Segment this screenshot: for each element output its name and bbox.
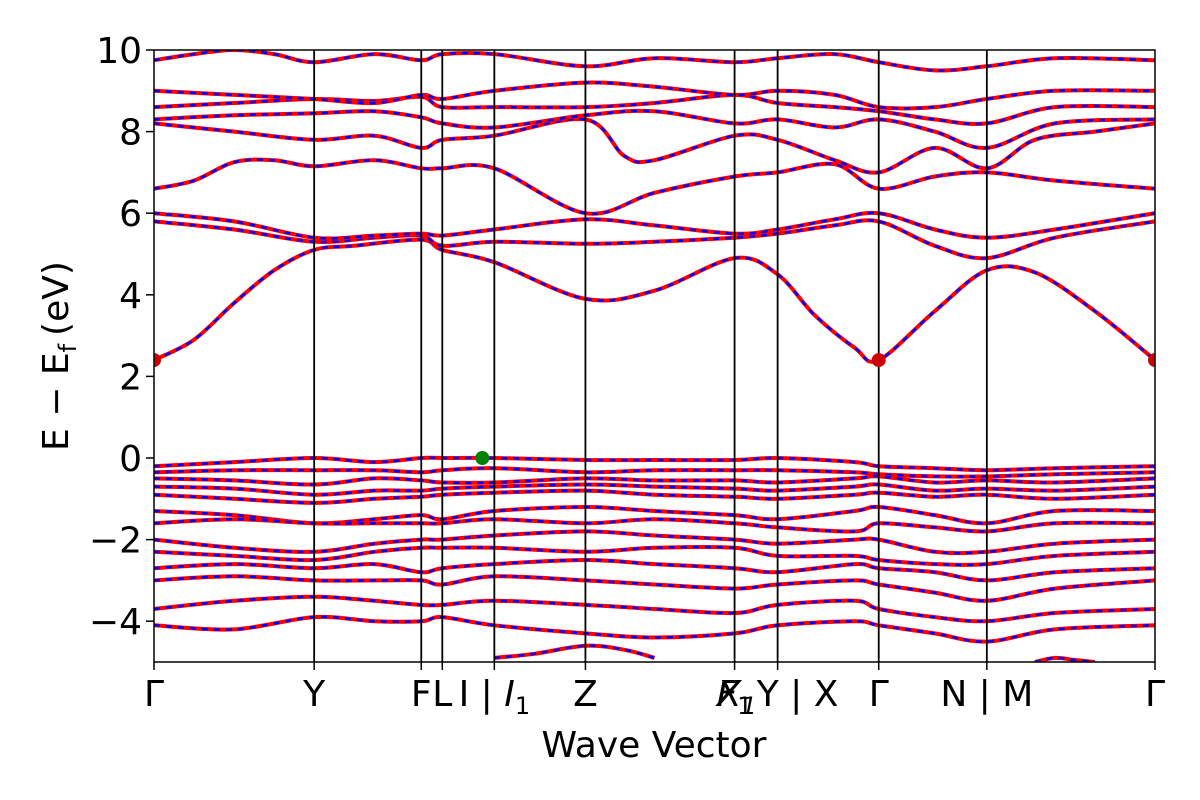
band-line-solid bbox=[154, 614, 1155, 644]
x-tick-label: Γ bbox=[1145, 674, 1165, 715]
band-line-solid bbox=[154, 108, 1155, 150]
band-line-dashed bbox=[154, 81, 1155, 110]
band-line-solid bbox=[154, 237, 1155, 364]
y-axis-ticks: −4 −2 0 2 4 6 8 10 bbox=[89, 31, 154, 643]
x-axis-label: Wave Vector bbox=[542, 725, 767, 766]
y-tick-label: −2 bbox=[89, 521, 142, 562]
y-tick-label: 8 bbox=[119, 113, 142, 154]
band-line-dashed bbox=[154, 93, 1155, 126]
band-line-solid bbox=[154, 574, 1155, 603]
cbm-marker bbox=[1148, 353, 1155, 368]
band-line-solid bbox=[154, 529, 1155, 556]
band-line-solid bbox=[154, 594, 1155, 624]
band-extrema-markers bbox=[154, 353, 1155, 465]
x-tick-label: N | M bbox=[940, 674, 1033, 715]
band-line-dashed bbox=[154, 109, 1155, 150]
x-tick-label: X1Y | X bbox=[715, 674, 839, 720]
band-line-solid bbox=[154, 504, 1155, 526]
band-line-solid bbox=[154, 482, 1155, 497]
band-line-dashed bbox=[494, 644, 655, 660]
band-line-dashed bbox=[154, 238, 1155, 364]
y-axis-label: E − Ef(eV) bbox=[36, 261, 82, 451]
x-tick-label: F1 bbox=[717, 674, 753, 720]
x-tick-label: Γ bbox=[144, 674, 164, 715]
band-line-dashed bbox=[154, 211, 1155, 240]
band-line-solid bbox=[154, 455, 1155, 473]
band-line-solid bbox=[154, 474, 1155, 487]
band-line-solid bbox=[154, 488, 1155, 505]
band-line-solid bbox=[154, 557, 1155, 583]
band-line-solid bbox=[154, 544, 1155, 567]
x-tick-label: I | I1 bbox=[459, 674, 531, 720]
band-line-dashed bbox=[154, 158, 1155, 216]
band-line-solid bbox=[154, 157, 1155, 216]
x-tick-label: Γ bbox=[869, 674, 889, 715]
y-tick-label: 10 bbox=[96, 31, 142, 72]
y-tick-label: 2 bbox=[119, 357, 142, 398]
y-tick-label: −4 bbox=[89, 602, 142, 643]
cbm-marker bbox=[871, 353, 886, 368]
x-tick-label: L bbox=[432, 674, 452, 715]
band-line-dashed bbox=[154, 117, 1155, 174]
cbm-marker bbox=[154, 353, 161, 368]
x-tick-label: Z bbox=[573, 674, 598, 715]
x-tick-label: F bbox=[411, 674, 432, 715]
band-line-solid bbox=[154, 517, 1155, 534]
x-tick-label: Y bbox=[302, 674, 326, 715]
band-lines bbox=[154, 50, 1155, 662]
vbm-marker bbox=[475, 451, 490, 465]
y-tick-label: 0 bbox=[119, 439, 142, 480]
plot-frame bbox=[153, 49, 1156, 663]
band-line-solid bbox=[154, 50, 1155, 73]
y-tick-label: 4 bbox=[119, 276, 142, 317]
band-line-dashed bbox=[1034, 656, 1096, 662]
band-line-dashed bbox=[154, 466, 1155, 478]
band-line-dashed bbox=[154, 50, 1155, 72]
y-tick-label: 6 bbox=[119, 194, 142, 235]
band-line-dashed bbox=[154, 219, 1155, 260]
